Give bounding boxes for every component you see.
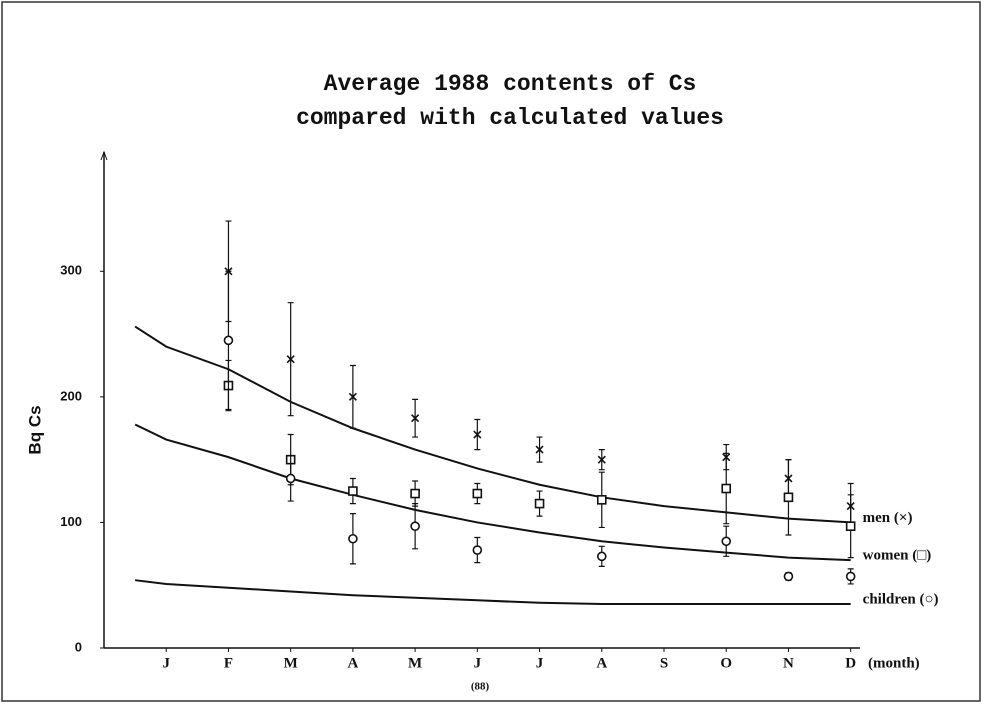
x-tick-label: M <box>284 655 298 671</box>
point <box>348 533 358 544</box>
point <box>845 521 856 531</box>
series-label: men (×) <box>863 510 913 526</box>
x-note: (88) <box>471 681 490 693</box>
point <box>286 355 295 364</box>
point <box>285 473 296 484</box>
point <box>472 488 483 499</box>
x-tick-label: J <box>536 655 544 671</box>
point <box>411 414 420 423</box>
point <box>845 571 856 582</box>
model-curve <box>134 423 851 562</box>
point <box>721 536 732 547</box>
x-tick-label: F <box>224 655 233 671</box>
point <box>410 521 420 531</box>
y-tick-label: 0 <box>75 639 82 654</box>
point <box>473 430 482 439</box>
point <box>410 488 420 499</box>
y-axis-label: Bq Cs <box>25 405 44 454</box>
point <box>223 335 234 346</box>
x-tick-label: D <box>845 655 856 671</box>
y-tick-label: 100 <box>60 514 82 529</box>
point <box>472 545 483 555</box>
y-axis-arrow <box>100 150 108 161</box>
x-tick-label: A <box>596 655 607 671</box>
x-axis-label: (month) <box>868 655 920 671</box>
model-curve <box>134 579 851 606</box>
point <box>721 483 732 494</box>
point <box>596 495 607 505</box>
x-tick-label: J <box>162 655 170 671</box>
point <box>597 455 606 464</box>
x-tick-label: J <box>474 655 482 671</box>
x-tick-label: O <box>720 655 732 671</box>
x-tick-label: N <box>783 655 794 671</box>
point <box>348 392 357 401</box>
point <box>783 492 794 503</box>
series-label: children (○) <box>863 591 939 607</box>
series-label: women (□) <box>863 548 932 564</box>
point <box>535 445 544 454</box>
model-curve <box>134 325 851 524</box>
point <box>596 551 607 562</box>
y-tick-label: 300 <box>60 263 82 278</box>
point <box>348 486 358 496</box>
chart-title: compared with calculated values <box>296 105 724 131</box>
x-tick-label: A <box>347 655 358 671</box>
x-tick-label: S <box>660 655 668 671</box>
point <box>783 571 794 582</box>
point <box>534 498 545 509</box>
x-tick-label: M <box>408 655 422 671</box>
y-tick-label: 200 <box>60 388 82 403</box>
chart-title: Average 1988 contents of Cs <box>324 71 697 97</box>
